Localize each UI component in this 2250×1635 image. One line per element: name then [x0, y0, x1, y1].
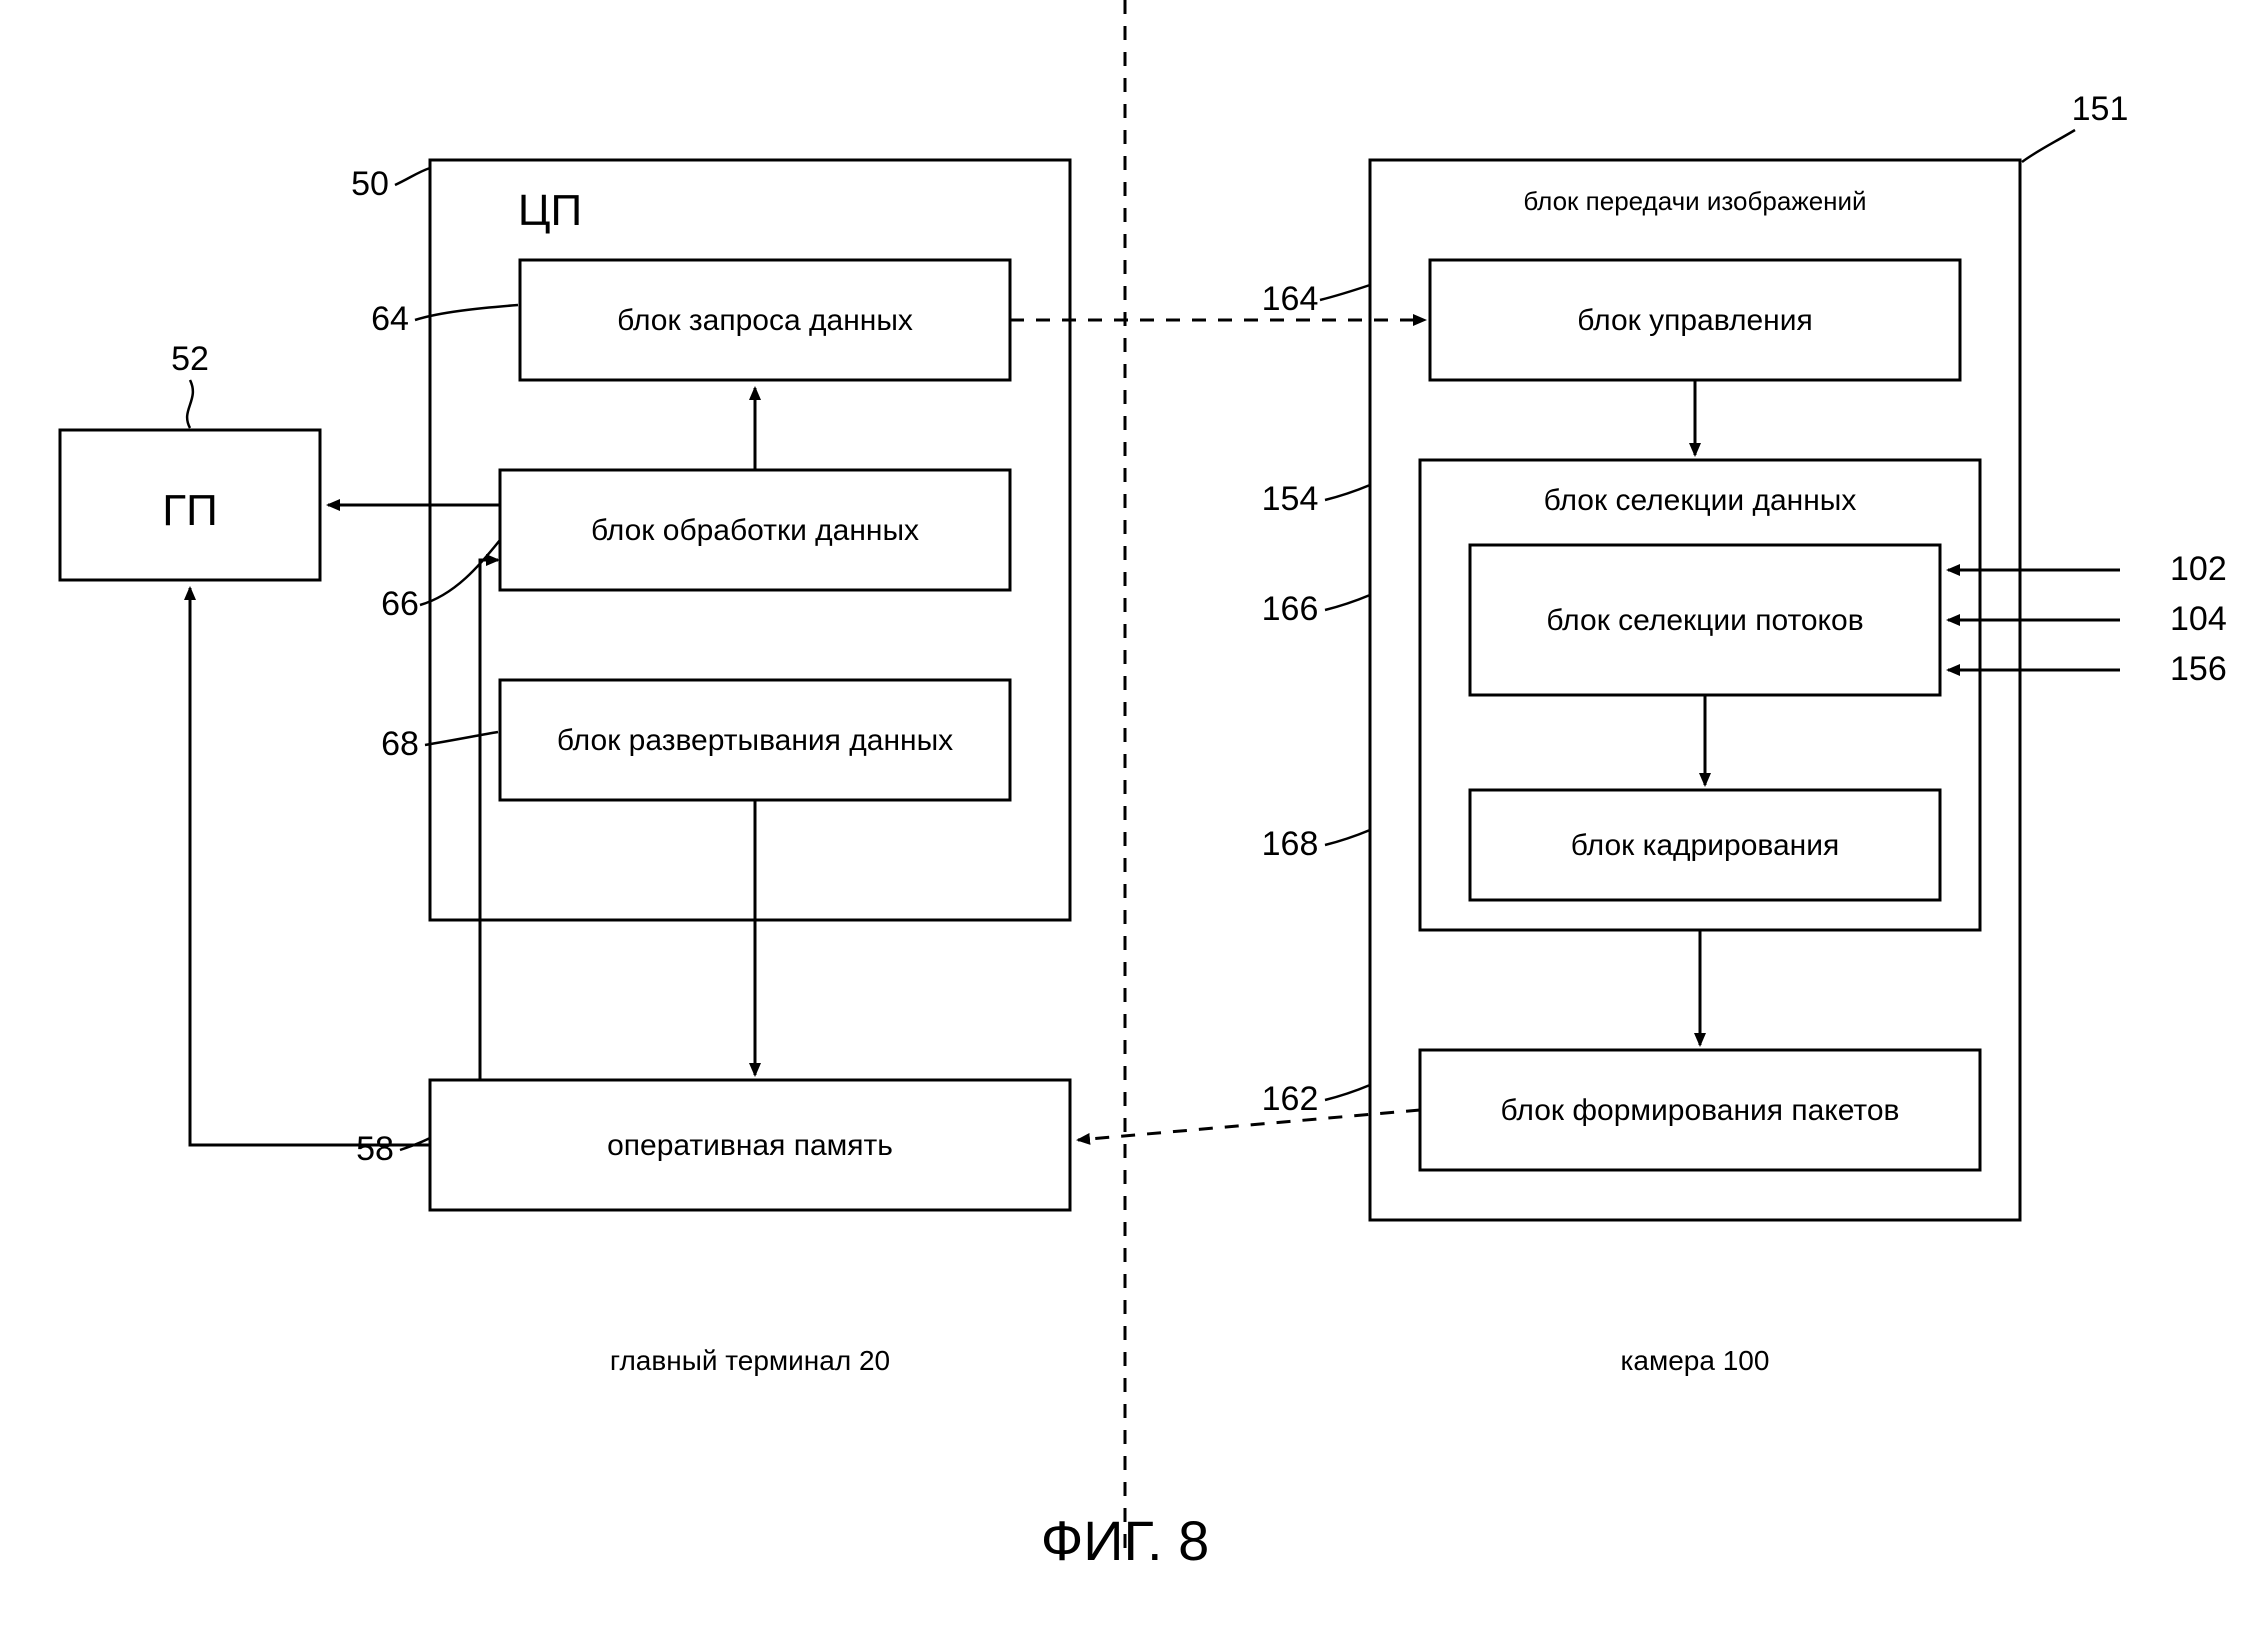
pkt-block: блок формирования пакетов: [1420, 1050, 1980, 1170]
ref-68: 68: [381, 725, 419, 763]
arrow-ram-to-proc: [480, 560, 498, 1080]
ref-162: 162: [1262, 1080, 1319, 1118]
leader-162: [1325, 1085, 1370, 1100]
leader-168: [1325, 830, 1370, 845]
ref-166: 166: [1262, 590, 1319, 628]
ref-156: 156: [2170, 650, 2227, 688]
leader-68: [425, 732, 498, 745]
ref-168: 168: [1262, 825, 1319, 863]
req-block: блок запроса данных: [520, 260, 1010, 380]
leader-52: [187, 380, 193, 428]
cpu-label: ЦП: [518, 186, 582, 235]
sel-label: блок селекции данных: [1544, 484, 1857, 517]
arrow-ram-to-gp: [190, 588, 430, 1145]
ref-151: 151: [2072, 90, 2129, 128]
figure-label: ФИГ. 8: [1041, 1509, 1210, 1572]
ref-102: 102: [2170, 550, 2227, 588]
crop-block: блок кадрирования: [1470, 790, 1940, 900]
req-label: блок запроса данных: [617, 304, 913, 337]
ref-58: 58: [356, 1130, 394, 1168]
leader-166: [1325, 595, 1370, 610]
leader-154: [1325, 485, 1370, 500]
ram-label: оперативная память: [607, 1129, 893, 1162]
crop-label: блок кадрирования: [1571, 829, 1839, 862]
gp-label: ГП: [162, 486, 217, 535]
ref-154: 154: [1262, 480, 1319, 518]
xmit-label: блок передачи изображений: [1523, 186, 1866, 216]
proc-label: блок обработки данных: [591, 514, 919, 547]
ref-64: 64: [371, 300, 409, 338]
ctrl-label: блок управления: [1577, 304, 1812, 337]
dep-block: блок развертывания данных: [500, 680, 1010, 800]
right-caption: камера 100: [1621, 1345, 1770, 1376]
ref-52: 52: [171, 340, 209, 378]
leader-50: [395, 168, 430, 185]
leader-151: [2022, 130, 2075, 162]
ctrl-block: блок управления: [1430, 260, 1960, 380]
proc-block: блок обработки данных: [500, 470, 1010, 590]
gp-block: ГП: [60, 430, 320, 580]
flow-block: блок селекции потоков: [1470, 545, 1940, 695]
ref-66: 66: [381, 585, 419, 623]
leader-66: [420, 540, 500, 605]
ref-50: 50: [351, 165, 389, 203]
left-caption: главный терминал 20: [610, 1345, 890, 1376]
dep-label: блок развертывания данных: [557, 724, 953, 757]
flow-label: блок селекции потоков: [1546, 604, 1863, 637]
ref-164: 164: [1262, 280, 1319, 318]
pkt-label: блок формирования пакетов: [1501, 1094, 1900, 1127]
ref-104: 104: [2170, 600, 2227, 638]
leader-164: [1320, 285, 1370, 300]
ram-block: оперативная память: [430, 1080, 1070, 1210]
